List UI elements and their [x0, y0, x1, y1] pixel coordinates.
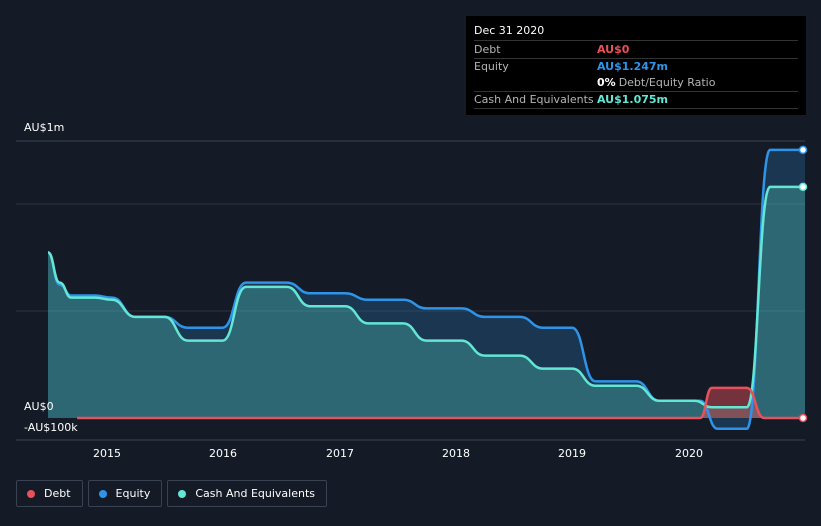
- tooltip-debt-value: AU$0: [597, 43, 630, 56]
- series-areas: [48, 149, 806, 429]
- end-markers: [798, 145, 808, 423]
- tooltip-row-equity: Equity AU$1.247m: [474, 59, 798, 75]
- end-marker-cash: [798, 182, 808, 192]
- legend-item-debt[interactable]: Debt: [16, 480, 83, 507]
- series-line-cash: [47, 185, 805, 409]
- y-tick-label-2: -AU$100k: [24, 421, 78, 434]
- series-lines: [47, 148, 805, 431]
- x-tick-labels: 2015 2016 2017 2018 2019 2020: [93, 447, 703, 460]
- tooltip-ratio-percent: 0%: [597, 76, 616, 89]
- legend-item-cash[interactable]: Cash And Equivalents: [167, 480, 327, 507]
- tooltip-cash-label: Cash And Equivalents: [474, 93, 594, 106]
- y-tick-label-0: AU$1m: [24, 121, 64, 134]
- x-tick-label-2016: 2016: [209, 447, 237, 460]
- x-tick-label-2015: 2015: [93, 447, 121, 460]
- x-tick-label-2020: 2020: [675, 447, 703, 460]
- legend-dot-debt-icon: [27, 489, 35, 498]
- area-cash: [48, 186, 805, 418]
- legend-label-equity: Equity: [115, 487, 151, 500]
- tooltip-date: Dec 31 2020: [474, 23, 798, 41]
- y-tick-labels: AU$1m AU$0 -AU$100k: [24, 121, 78, 434]
- tooltip-row-debt: Debt AU$0: [474, 42, 798, 59]
- series-line-debt: [77, 386, 805, 420]
- area-debt: [77, 387, 806, 418]
- tooltip-row-ratio: 0% Debt/Equity Ratio: [474, 75, 798, 92]
- x-tick-label-2019: 2019: [558, 447, 586, 460]
- x-tick-label-2017: 2017: [326, 447, 354, 460]
- tooltip-ratio-text: Debt/Equity Ratio: [618, 76, 716, 89]
- x-tick-label-2018: 2018: [442, 447, 470, 460]
- y-tick-label-1: AU$0: [24, 400, 54, 413]
- end-marker-debt: [798, 413, 808, 423]
- legend-item-equity[interactable]: Equity: [87, 480, 163, 507]
- tooltip-equity-label: Equity: [474, 60, 509, 73]
- tooltip-row-cash: Cash And Equivalents AU$1.075m: [474, 92, 798, 109]
- tooltip-cash-value: AU$1.075m: [597, 93, 669, 106]
- grid-lines: [16, 140, 805, 441]
- tooltip-debt-label: Debt: [474, 43, 501, 56]
- legend-dot-equity-icon: [98, 489, 107, 498]
- tooltip-panel: Dec 31 2020 Debt AU$0 Equity AU$1.247m 0…: [466, 16, 806, 115]
- legend-dot-cash-icon: [178, 489, 187, 498]
- area-equity: [48, 149, 805, 429]
- end-marker-equity: [798, 145, 808, 155]
- legend-label-cash: Cash And Equivalents: [195, 487, 315, 500]
- legend: Debt Equity Cash And Equivalents: [16, 480, 327, 507]
- legend-label-debt: Debt: [44, 487, 71, 500]
- tooltip-equity-value: AU$1.247m: [597, 60, 669, 73]
